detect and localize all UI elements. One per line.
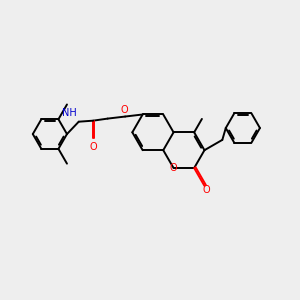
Text: O: O	[170, 163, 177, 173]
Text: NH: NH	[61, 108, 76, 118]
Text: O: O	[89, 142, 97, 152]
Text: O: O	[203, 185, 211, 195]
Text: O: O	[120, 105, 128, 115]
